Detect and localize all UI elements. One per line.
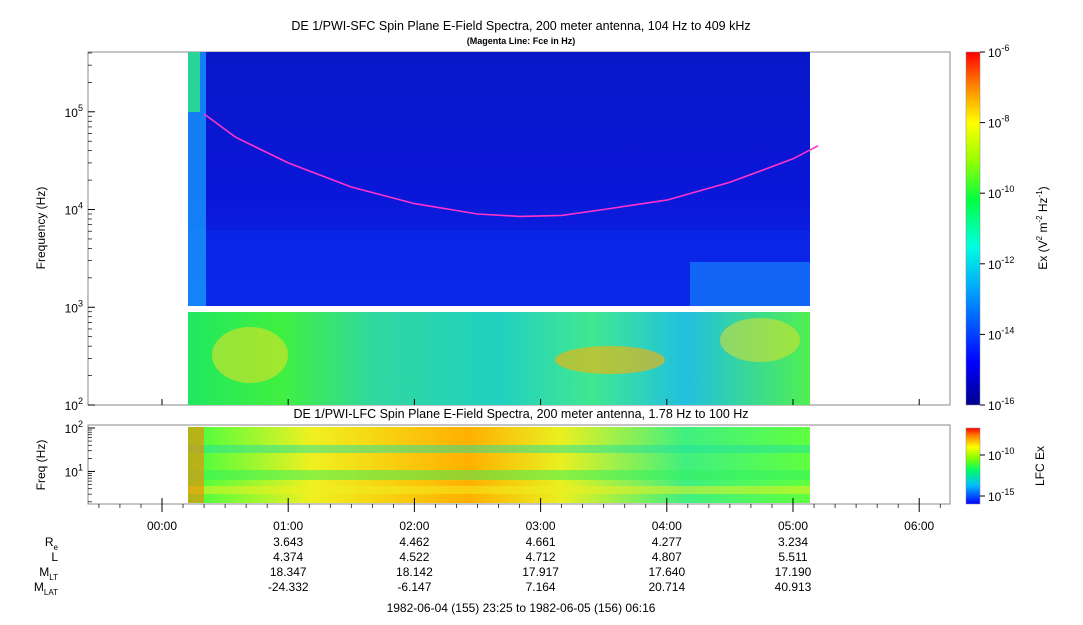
ephemeris-label: MLAT: [34, 580, 58, 597]
ephemeris-value: 3.234: [778, 535, 808, 549]
ephemeris-value: 5.511: [778, 550, 807, 564]
x-tick-label: 05:00: [778, 519, 808, 533]
top-spectrogram: [188, 52, 810, 405]
ephemeris-value: 17.190: [775, 565, 812, 579]
ephemeris-value: 4.807: [652, 550, 682, 564]
ephemeris-value: 4.277: [652, 535, 682, 549]
x-tick-label: 01:00: [273, 519, 303, 533]
ephemeris-value: 4.712: [526, 550, 556, 564]
fce-line: [203, 113, 819, 218]
ephemeris-value: 4.522: [399, 550, 429, 564]
sfc-warm-patch-3: [720, 318, 800, 362]
top-y-tick-label: 102: [65, 396, 83, 413]
top-colorbar-tick-label: 10-14: [988, 325, 1014, 342]
ephemeris-value: -24.332: [268, 580, 309, 594]
ephemeris-value: 4.462: [399, 535, 429, 549]
bottom-y-axis-label: Freq (Hz): [34, 440, 48, 491]
top-panel-title: DE 1/PWI-SFC Spin Plane E-Field Spectra,…: [291, 19, 750, 33]
bottom-y-tick-label: 101: [65, 462, 83, 479]
x-tick-label: 00:00: [147, 519, 177, 533]
top-colorbar: [965, 51, 981, 406]
bottom-colorbar: [965, 427, 981, 505]
sfc-left-green: [188, 52, 200, 112]
top-colorbar-tick-label: 10-16: [988, 396, 1014, 413]
sfc-warm-patch-2: [555, 346, 665, 374]
lfc-left-edge: [188, 427, 204, 503]
top-panel-subtitle: (Magenta Line: Fce in Hz): [467, 36, 576, 46]
top-y-tick-label: 103: [65, 298, 83, 315]
ephemeris-value: 18.347: [270, 565, 307, 579]
top-colorbar-label: Ex (V2 m-2 Hz-1): [1035, 186, 1050, 269]
ephemeris-value: 4.374: [273, 550, 303, 564]
top-y-tick-label: 105: [65, 103, 83, 120]
top-y-axis-label: Frequency (Hz): [34, 187, 48, 270]
ephemeris-label: L: [51, 550, 58, 564]
lfc-band-2: [188, 470, 810, 480]
bottom-colorbar-tick-label: 10-10: [988, 446, 1014, 463]
lfc-band-1: [188, 445, 810, 453]
top-colorbar-tick-label: 10-8: [988, 114, 1009, 131]
sfc-right-band: [690, 262, 810, 306]
ephemeris-value: 40.913: [775, 580, 812, 594]
x-tick-label: 02:00: [399, 519, 429, 533]
ephemeris-value: 17.917: [522, 565, 559, 579]
ephemeris-value: 20.714: [648, 580, 685, 594]
x-tick-label: 04:00: [652, 519, 682, 533]
bottom-colorbar-tick-label: 10-15: [988, 487, 1014, 504]
ephemeris-label: MLT: [39, 565, 58, 582]
ephemeris-value: 18.142: [396, 565, 433, 579]
x-tick-label: 03:00: [526, 519, 556, 533]
bottom-spectrogram: [188, 427, 810, 503]
ephemeris-value: -6.147: [397, 580, 431, 594]
sfc-warm-patch-1: [212, 327, 288, 383]
ephemeris-label: Re: [45, 535, 59, 552]
ephemeris-value: 7.164: [526, 580, 556, 594]
bottom-colorbar-label: LFC Ex: [1033, 446, 1047, 486]
bottom-y-tick-label: 102: [65, 419, 83, 436]
ephemeris-value: 4.661: [526, 535, 556, 549]
lfc-gap: [188, 306, 810, 312]
sfc-low-block: [188, 312, 810, 405]
sfc-left-burst: [188, 52, 206, 306]
ephemeris-value: 17.640: [648, 565, 685, 579]
top-y-tick-label: 104: [65, 201, 83, 218]
x-tick-label: 06:00: [904, 519, 934, 533]
date-range-label: 1982-06-04 (155) 23:25 to 1982-06-05 (15…: [387, 601, 656, 615]
top-colorbar-tick-label: 10-10: [988, 184, 1014, 201]
ephemeris-value: 3.643: [273, 535, 303, 549]
top-colorbar-tick-label: 10-12: [988, 255, 1014, 272]
lfc-band-3: [188, 486, 810, 494]
bottom-panel-title: DE 1/PWI-LFC Spin Plane E-Field Spectra,…: [293, 407, 748, 421]
top-colorbar-tick-label: 10-6: [988, 43, 1009, 60]
